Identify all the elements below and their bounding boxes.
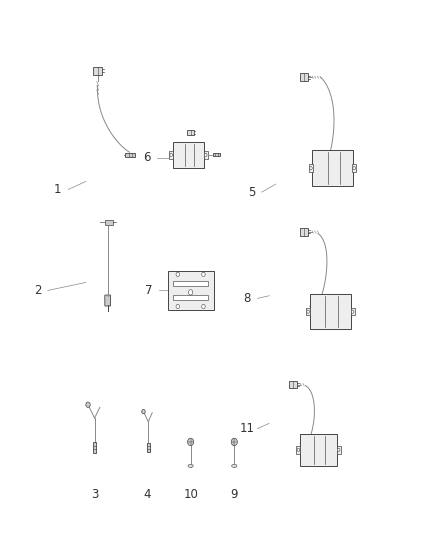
- Bar: [204, 151, 208, 159]
- Text: 3: 3: [91, 488, 98, 500]
- Bar: [168, 271, 214, 310]
- Text: 1: 1: [54, 183, 61, 196]
- Text: 6: 6: [143, 151, 151, 164]
- Text: 11: 11: [240, 422, 255, 435]
- Bar: [306, 308, 310, 316]
- Bar: [93, 67, 102, 75]
- Bar: [147, 442, 150, 452]
- Circle shape: [231, 438, 237, 446]
- Bar: [173, 295, 208, 300]
- Bar: [337, 446, 341, 454]
- Bar: [300, 434, 337, 466]
- Bar: [300, 74, 308, 81]
- Circle shape: [176, 272, 180, 277]
- Circle shape: [353, 166, 356, 169]
- Text: 5: 5: [248, 185, 255, 199]
- Bar: [352, 165, 356, 172]
- Bar: [169, 151, 173, 159]
- Circle shape: [202, 304, 205, 309]
- Bar: [312, 150, 353, 186]
- Circle shape: [337, 448, 340, 451]
- Circle shape: [187, 438, 194, 446]
- Bar: [173, 142, 204, 168]
- Text: 4: 4: [143, 488, 151, 500]
- Circle shape: [310, 166, 312, 169]
- Ellipse shape: [232, 464, 237, 467]
- Bar: [106, 220, 113, 225]
- Circle shape: [351, 310, 354, 313]
- FancyBboxPatch shape: [105, 295, 110, 306]
- Bar: [213, 154, 220, 156]
- Bar: [297, 446, 300, 454]
- Bar: [289, 381, 297, 388]
- Circle shape: [142, 409, 145, 414]
- Circle shape: [170, 154, 173, 157]
- Circle shape: [176, 304, 180, 309]
- Text: 7: 7: [145, 284, 153, 297]
- Circle shape: [202, 272, 205, 277]
- Text: 10: 10: [183, 488, 198, 500]
- Circle shape: [205, 154, 207, 157]
- Text: 2: 2: [34, 284, 42, 297]
- Ellipse shape: [188, 464, 193, 467]
- Bar: [93, 442, 96, 453]
- Circle shape: [86, 402, 90, 407]
- Circle shape: [188, 289, 193, 295]
- Bar: [125, 153, 135, 157]
- Bar: [187, 130, 194, 135]
- Text: 9: 9: [230, 488, 238, 500]
- Bar: [173, 281, 208, 286]
- Bar: [351, 308, 355, 316]
- Circle shape: [297, 448, 300, 451]
- Text: 8: 8: [244, 292, 251, 305]
- Circle shape: [307, 310, 309, 313]
- Bar: [300, 228, 308, 236]
- Bar: [309, 165, 313, 172]
- Bar: [310, 294, 351, 329]
